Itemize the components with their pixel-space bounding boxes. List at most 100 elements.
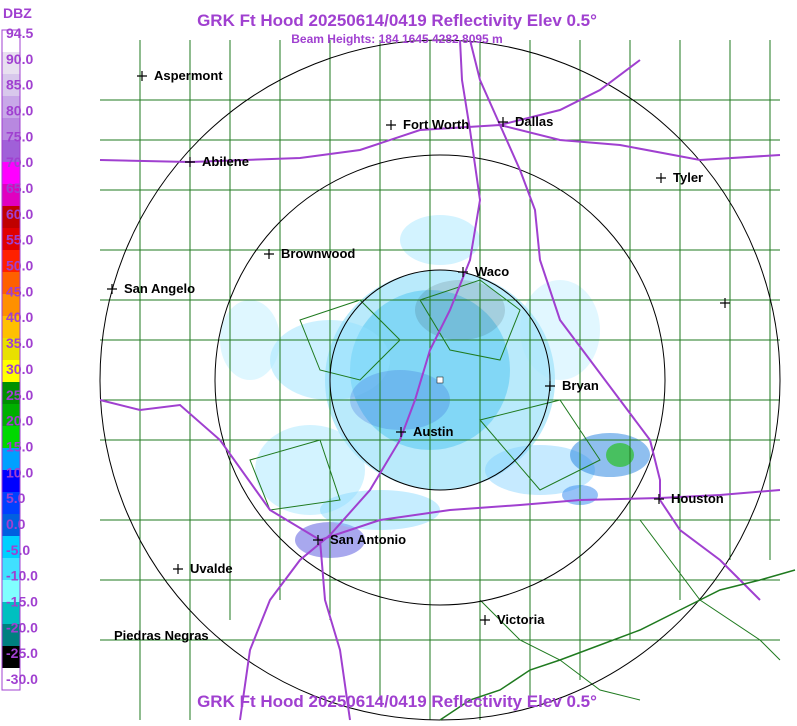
city-marker-icon [107,284,117,294]
legend-swatch [2,162,20,185]
legend-color-bar [1,29,21,691]
legend-swatch [2,492,20,515]
city-marker-icon [185,157,195,167]
city-label: Tyler [673,170,703,185]
legend-swatch [2,338,20,361]
city-label: Victoria [497,612,545,627]
legend-label: 94.5 [6,25,33,41]
coastline [439,569,796,721]
legend-swatch [2,52,20,75]
legend-label: 0.0 [6,516,26,532]
legend-label: 75.0 [6,128,33,144]
city-marker-icon [545,381,555,391]
legend-swatch [2,668,20,691]
legend-swatch [2,184,20,207]
legend-label: -10.0 [6,568,38,584]
legend-swatch [2,602,20,625]
legend-label: -5.0 [6,542,30,558]
city-marker-icon [654,494,664,504]
city-marker-icon [720,298,730,308]
legend-swatch [2,536,20,559]
legend-swatch [2,448,20,471]
legend-label: 85.0 [6,77,33,93]
legend-label: 55.0 [6,232,33,248]
legend-label: 25.0 [6,387,33,403]
city-label: Dallas [515,114,553,129]
city-label: Bryan [562,378,599,393]
legend-label: 5.0 [6,490,26,506]
city-label: San Antonio [330,532,406,547]
highways [99,39,781,721]
city-label: Abilene [202,154,249,169]
legend-swatch [2,272,20,295]
legend-swatch [2,206,20,229]
city-markers: Aspermont Fort Worth Dallas Abilene Tyler Bro… [107,68,730,643]
legend-swatch [2,140,20,163]
city-marker-icon [386,120,396,130]
city-marker-icon [498,117,508,127]
legend-swatch [2,30,20,53]
legend-label: -20.0 [6,619,38,635]
city-label: Uvalde [190,561,233,576]
city-label: Piedras Negras [114,628,209,643]
city-label: San Angelo [124,281,195,296]
legend-label: 35.0 [6,335,33,351]
legend-swatch [2,580,20,603]
legend-label: -30.0 [6,671,38,687]
legend-label: 90.0 [6,51,33,67]
legend-label: 50.0 [6,258,33,274]
legend-swatch [2,470,20,493]
legend-swatch [2,360,20,383]
legend-label: -25.0 [6,645,38,661]
city-marker-icon [656,173,666,183]
legend-labels: 94.5 90.0 85.0 80.0 75.0 70.0 65.0 60.0 55.0 50.0… [6,25,38,687]
legend-swatch [2,426,20,449]
legend-label: 30.0 [6,361,33,377]
legend-label: 15.0 [6,438,33,454]
city-label: Fort Worth [403,117,469,132]
beam-heights-subtitle: Beam Heights: 184 1645 4282 8095 m [291,32,502,46]
legend-swatch [2,382,20,405]
legend-swatch [2,514,20,537]
range-ring-inner [329,269,551,491]
city-label: Austin [413,424,454,439]
legend-swatch [2,228,20,251]
legend-label: 80.0 [6,103,33,119]
city-marker-icon [396,427,406,437]
legend-swatch [2,294,20,317]
city-label: Houston [671,491,724,506]
city-marker-icon [458,267,468,277]
legend-swatch [2,404,20,427]
map-title: GRK Ft Hood 20250614/0419 Reflectivity E… [197,11,597,30]
legend-swatch [2,250,20,273]
city-label: Brownwood [281,246,355,261]
legend-label: 20.0 [6,413,33,429]
map-footer-title: GRK Ft Hood 20250614/0419 Reflectivity E… [197,692,597,711]
legend-swatch [2,558,20,581]
legend-label: 40.0 [6,309,33,325]
legend-swatch [2,316,20,339]
legend-label: 45.0 [6,283,33,299]
range-ring-middle [214,154,666,606]
legend-label: 70.0 [6,154,33,170]
city-marker-icon [173,564,183,574]
legend-swatch [2,646,20,669]
legend-swatch [2,96,20,119]
city-label: Aspermont [154,68,223,83]
legend-label: 10.0 [6,464,33,480]
radar-site-icon [436,376,444,384]
city-marker-icon [480,615,490,625]
legend-frame [1,29,21,691]
dbz-legend: DBZ 94.5 90.0 85.0 80.0 75.0 70.0 65.0 60.0 55.0… [1,5,38,691]
city-marker-icon [264,249,274,259]
city-label: Waco [475,264,509,279]
legend-label: 65.0 [6,180,33,196]
legend-label: -15.0 [6,593,38,609]
city-marker-icon [313,535,323,545]
legend-swatch [2,74,20,97]
legend-swatch [2,118,20,141]
county-lines [100,40,781,720]
city-marker-icon [137,71,147,81]
legend-label: 60.0 [6,206,33,222]
